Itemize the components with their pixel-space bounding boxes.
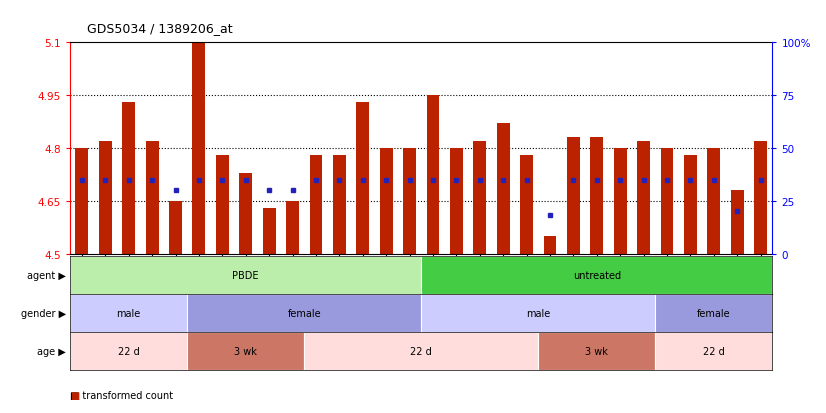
Bar — [380, 149, 392, 254]
Bar — [286, 201, 299, 254]
Bar — [263, 208, 276, 254]
Bar — [684, 156, 697, 254]
Bar — [70, 332, 188, 370]
Text: 22 d: 22 d — [411, 346, 432, 356]
Bar — [496, 124, 510, 254]
Bar — [426, 96, 439, 254]
Bar — [707, 149, 720, 254]
Text: male: male — [526, 308, 550, 318]
Bar — [450, 149, 463, 254]
Text: PBDE: PBDE — [232, 270, 259, 280]
Text: age ▶: age ▶ — [37, 346, 66, 356]
Bar — [192, 43, 206, 254]
Text: 22 d: 22 d — [118, 346, 140, 356]
Text: ■ transformed count: ■ transformed count — [70, 390, 173, 400]
Bar — [520, 156, 533, 254]
Bar — [421, 294, 655, 332]
Bar — [240, 173, 252, 254]
Text: ■: ■ — [70, 390, 79, 400]
Bar — [188, 332, 304, 370]
Text: 3 wk: 3 wk — [235, 346, 257, 356]
Bar — [591, 138, 603, 254]
Bar — [421, 256, 772, 294]
Bar — [216, 156, 229, 254]
Text: female: female — [287, 308, 321, 318]
Bar — [473, 142, 487, 254]
Text: GDS5034 / 1389206_at: GDS5034 / 1389206_at — [87, 22, 232, 35]
Text: 3 wk: 3 wk — [586, 346, 608, 356]
Text: gender ▶: gender ▶ — [21, 308, 66, 318]
Bar — [614, 149, 627, 254]
Bar — [544, 236, 557, 254]
Text: 22 d: 22 d — [703, 346, 724, 356]
Bar — [145, 142, 159, 254]
Bar — [754, 142, 767, 254]
Bar — [70, 256, 421, 294]
Bar — [122, 103, 135, 254]
Bar — [188, 294, 421, 332]
Text: untreated: untreated — [572, 270, 621, 280]
Bar — [731, 191, 743, 254]
Bar — [70, 294, 188, 332]
Bar — [539, 332, 655, 370]
Bar — [655, 332, 772, 370]
Bar — [333, 156, 346, 254]
Text: female: female — [697, 308, 731, 318]
Bar — [169, 201, 182, 254]
Bar — [304, 332, 539, 370]
Bar — [99, 142, 112, 254]
Text: male: male — [116, 308, 141, 318]
Bar — [310, 156, 322, 254]
Bar — [661, 149, 673, 254]
Bar — [637, 142, 650, 254]
Bar — [403, 149, 416, 254]
Text: agent ▶: agent ▶ — [27, 270, 66, 280]
Bar — [75, 149, 88, 254]
Bar — [356, 103, 369, 254]
Bar — [567, 138, 580, 254]
Bar — [655, 294, 772, 332]
